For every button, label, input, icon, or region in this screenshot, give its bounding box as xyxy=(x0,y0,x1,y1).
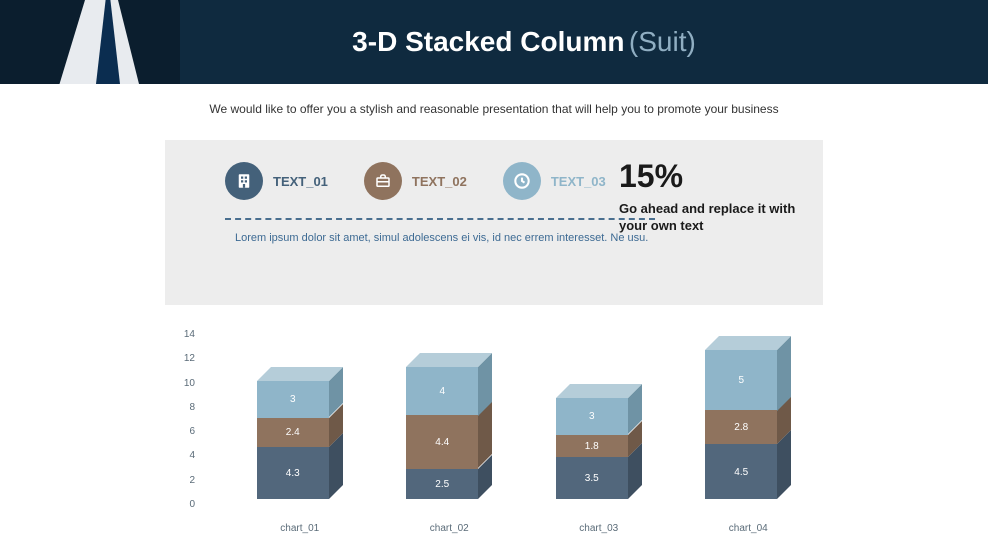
segment-value: 3.5 xyxy=(556,473,628,484)
suit-graphic xyxy=(0,0,180,84)
bar-segment: 2.5 xyxy=(406,469,478,499)
segment-value: 5 xyxy=(705,375,777,386)
segment-value: 2.5 xyxy=(406,479,478,490)
divider-line xyxy=(225,218,655,220)
bar-category-label: chart_04 xyxy=(688,523,808,534)
bar-column: 4.5 2.8 5 xyxy=(688,336,808,499)
y-axis: 02468101214 xyxy=(165,329,199,499)
bar-cap xyxy=(556,384,642,398)
stat-block: 15% Go ahead and replace it with your ow… xyxy=(619,158,799,235)
legend-item-3: TEXT_03 xyxy=(503,162,606,200)
bar-cap xyxy=(257,367,343,381)
bar-segment: 3 xyxy=(556,398,628,434)
bar-segment: 4.5 xyxy=(705,444,777,499)
bar-category-label: chart_03 xyxy=(539,523,659,534)
bar-segment: 4 xyxy=(406,367,478,416)
bar-segment: 4.4 xyxy=(406,415,478,468)
title-main: 3-D Stacked Column xyxy=(352,26,624,57)
bar-3d: 4.3 2.4 3 xyxy=(257,367,343,499)
segment-value: 4.3 xyxy=(257,468,329,479)
briefcase-icon xyxy=(364,162,402,200)
segment-value: 1.8 xyxy=(556,441,628,452)
segment-value: 3 xyxy=(257,394,329,405)
header-bar: 3-D Stacked Column (Suit) xyxy=(0,0,988,84)
legend-label-1: TEXT_01 xyxy=(273,174,328,189)
legend-label-3: TEXT_03 xyxy=(551,174,606,189)
bar-category-label: chart_02 xyxy=(389,523,509,534)
bars-region: 4.3 2.4 3 2.5 4.4 4 3.5 1.8 3 4.5 2.8 5 xyxy=(225,329,823,499)
bar-category-label: chart_01 xyxy=(240,523,360,534)
stat-percent: 15% xyxy=(619,158,799,195)
legend-label-2: TEXT_02 xyxy=(412,174,467,189)
info-box: TEXT_01 TEXT_02 TEXT_03 Lorem ipsum dolo… xyxy=(165,140,823,305)
bar-segment: 4.3 xyxy=(257,447,329,499)
segment-value: 4.5 xyxy=(705,467,777,478)
legend-row: TEXT_01 TEXT_02 TEXT_03 xyxy=(225,162,655,200)
bar-3d: 4.5 2.8 5 xyxy=(705,336,791,499)
legend-item-1: TEXT_01 xyxy=(225,162,328,200)
chart-area: 02468101214 4.3 2.4 3 2.5 4.4 4 3.5 1.8 3 4.5 2.8 5… xyxy=(165,329,823,539)
bars-labels: chart_01 chart_02 chart_03 chart_04 xyxy=(225,505,823,534)
page-title: 3-D Stacked Column (Suit) xyxy=(180,26,988,58)
segment-value: 4.4 xyxy=(406,437,478,448)
segment-value: 4 xyxy=(406,386,478,397)
bar-column: 4.3 2.4 3 xyxy=(240,367,360,499)
bar-segment: 3.5 xyxy=(556,457,628,499)
bar-column: 2.5 4.4 4 xyxy=(389,353,509,499)
subtitle-text: We would like to offer you a stylish and… xyxy=(0,84,988,140)
bar-segment: 2.4 xyxy=(257,418,329,447)
legend-item-2: TEXT_02 xyxy=(364,162,467,200)
bar-3d: 3.5 1.8 3 xyxy=(556,384,642,499)
clock-icon xyxy=(503,162,541,200)
bar-segment: 2.8 xyxy=(705,410,777,444)
bar-3d: 2.5 4.4 4 xyxy=(406,353,492,499)
bar-segment: 3 xyxy=(257,381,329,417)
segment-value: 2.8 xyxy=(705,422,777,433)
bar-cap xyxy=(406,353,492,367)
building-icon xyxy=(225,162,263,200)
stat-text: Go ahead and replace it with your own te… xyxy=(619,201,799,235)
bar-segment: 5 xyxy=(705,350,777,411)
bar-segment: 1.8 xyxy=(556,435,628,457)
segment-value: 2.4 xyxy=(257,427,329,438)
bar-cap xyxy=(705,336,791,350)
bar-column: 3.5 1.8 3 xyxy=(539,384,659,499)
segment-value: 3 xyxy=(556,411,628,422)
title-sub: (Suit) xyxy=(629,26,696,57)
